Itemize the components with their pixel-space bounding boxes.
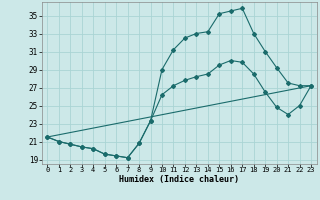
X-axis label: Humidex (Indice chaleur): Humidex (Indice chaleur)	[119, 175, 239, 184]
